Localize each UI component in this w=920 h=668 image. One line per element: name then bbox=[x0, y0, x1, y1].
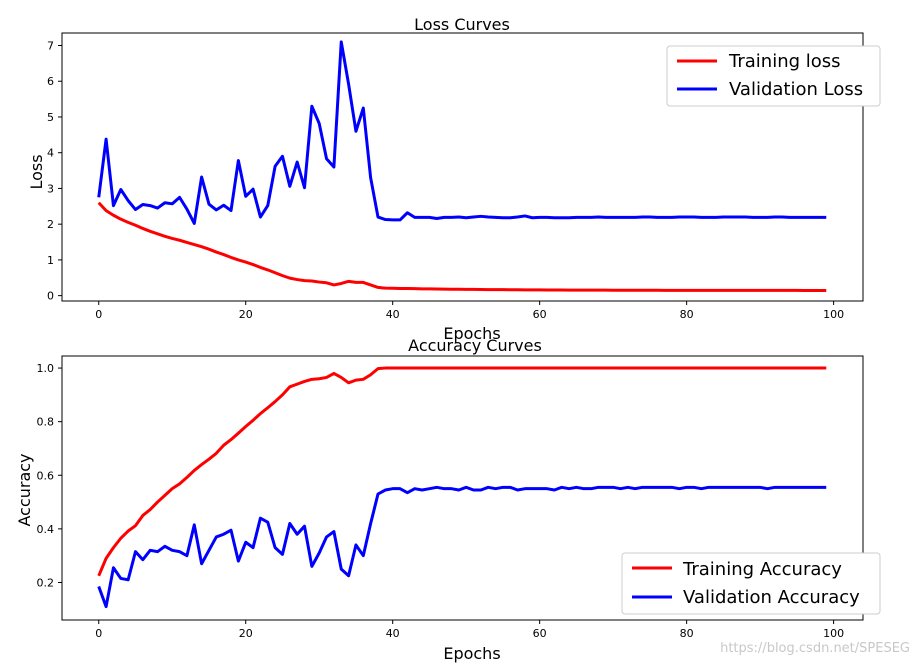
loss-y-tick-label: 4 bbox=[47, 147, 54, 160]
accuracy-y-tick-label: 0.4 bbox=[37, 523, 55, 536]
accuracy-chart-title: Accuracy Curves bbox=[408, 336, 542, 355]
series-line-training-loss bbox=[97, 201, 827, 292]
accuracy-x-ticks: 0 20 40 60 80 100 bbox=[95, 620, 844, 640]
accuracy-x-tick-label: 0 bbox=[95, 627, 102, 640]
accuracy-legend-box bbox=[621, 552, 881, 615]
accuracy-legend: Training Accuracy Validation Accuracy bbox=[621, 552, 881, 615]
accuracy-series bbox=[97, 366, 827, 609]
accuracy-x-tick-label: 80 bbox=[680, 627, 694, 640]
series-line-validation-accuracy bbox=[97, 485, 827, 609]
legend-label-training-loss: Training loss bbox=[728, 51, 841, 72]
accuracy-x-tick-label: 20 bbox=[239, 627, 253, 640]
loss-x-tick-label: 20 bbox=[239, 308, 253, 321]
loss-series bbox=[97, 40, 827, 292]
series-line-training-accuracy bbox=[97, 366, 827, 577]
accuracy-y-tick-label: 0.2 bbox=[37, 576, 55, 589]
loss-x-tick-label: 100 bbox=[823, 308, 844, 321]
accuracy-x-tick-label: 100 bbox=[823, 627, 844, 640]
loss-x-tick-label: 0 bbox=[95, 308, 102, 321]
loss-y-tick-label: 3 bbox=[47, 182, 54, 195]
loss-y-ticks: 0 1 2 3 4 5 6 7 bbox=[47, 40, 62, 303]
loss-legend: Training loss Validation Loss bbox=[666, 45, 881, 107]
accuracy-x-axis-label: Epochs bbox=[443, 644, 500, 663]
accuracy-x-tick-label: 40 bbox=[386, 627, 400, 640]
accuracy-y-tick-label: 0.6 bbox=[37, 469, 55, 482]
loss-y-tick-label: 6 bbox=[47, 75, 54, 88]
accuracy-y-ticks: 0.2 0.4 0.6 0.8 1.0 bbox=[37, 362, 62, 589]
loss-x-ticks: 0 20 40 60 80 100 bbox=[95, 301, 844, 321]
loss-y-tick-label: 7 bbox=[47, 40, 54, 53]
loss-y-tick-label: 1 bbox=[47, 254, 54, 267]
loss-x-tick-label: 60 bbox=[533, 308, 547, 321]
loss-x-axis-label: Epochs bbox=[443, 324, 500, 343]
accuracy-chart: Accuracy Curves Epochs Accuracy 0 20 40 60 8… bbox=[15, 336, 881, 663]
legend-label-validation-accuracy: Validation Accuracy bbox=[683, 587, 860, 608]
loss-y-tick-label: 0 bbox=[47, 290, 54, 303]
loss-chart: Loss Curves Epochs Loss 0 20 40 60 80 100 0 1 2… bbox=[27, 15, 881, 343]
accuracy-x-tick-label: 60 bbox=[533, 627, 547, 640]
accuracy-y-axis-label: Accuracy bbox=[15, 453, 34, 526]
loss-y-axis-label: Loss bbox=[27, 154, 46, 189]
legend-label-training-accuracy: Training Accuracy bbox=[682, 559, 842, 580]
loss-chart-title: Loss Curves bbox=[414, 15, 510, 34]
accuracy-y-tick-label: 0.8 bbox=[37, 416, 55, 429]
loss-x-tick-label: 40 bbox=[386, 308, 400, 321]
loss-y-tick-label: 5 bbox=[47, 111, 54, 124]
loss-legend-box bbox=[666, 45, 881, 107]
loss-y-tick-label: 2 bbox=[47, 218, 54, 231]
watermark-text: https://blog.csdn.net/SPESEG bbox=[720, 641, 910, 656]
legend-label-validation-loss: Validation Loss bbox=[729, 79, 863, 100]
loss-x-tick-label: 80 bbox=[680, 308, 694, 321]
accuracy-y-tick-label: 1.0 bbox=[37, 362, 55, 375]
series-line-validation-loss bbox=[97, 40, 827, 225]
